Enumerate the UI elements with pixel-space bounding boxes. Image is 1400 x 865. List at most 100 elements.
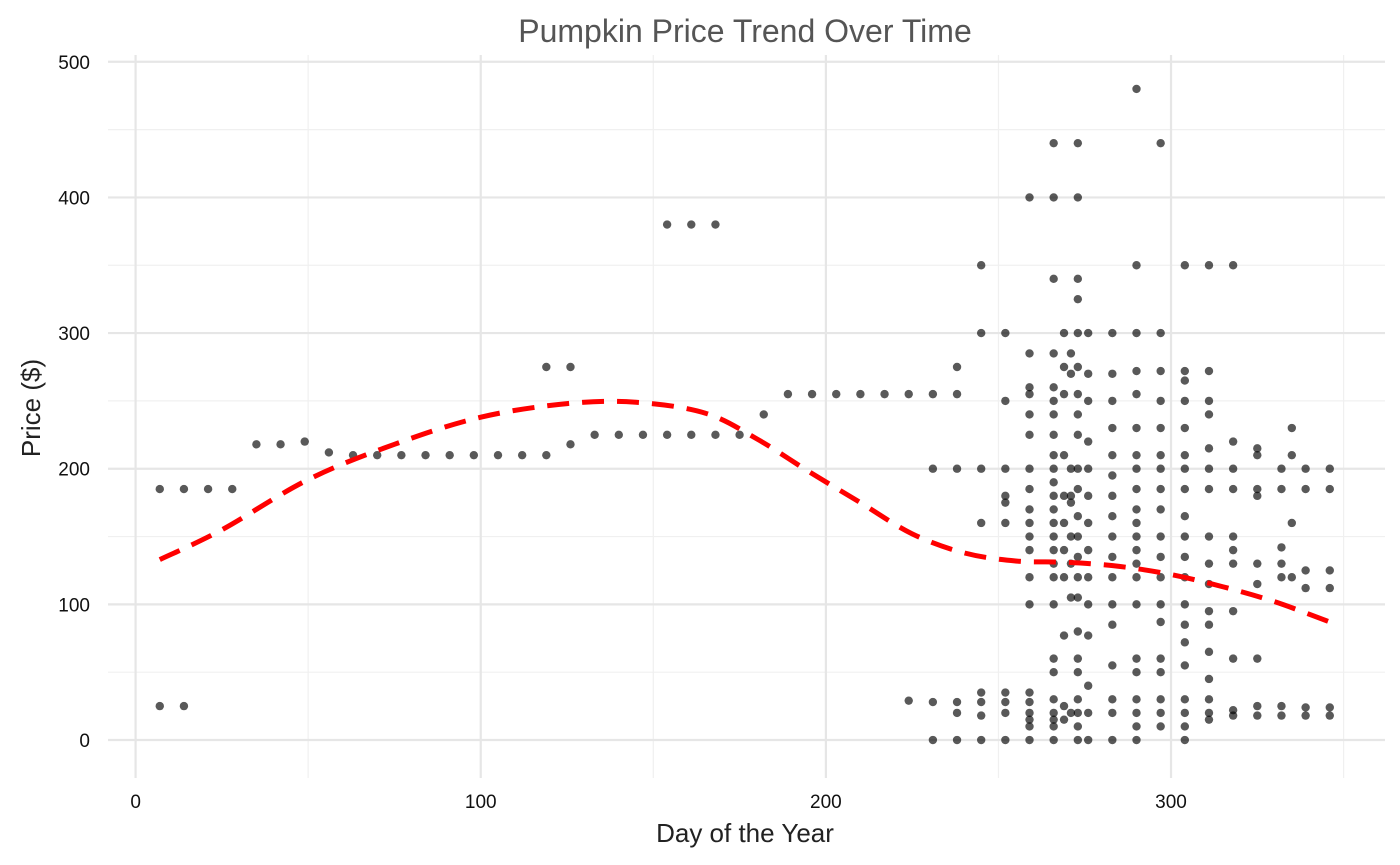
data-point (687, 430, 696, 440)
data-point (1083, 600, 1093, 609)
data-point (1108, 512, 1117, 521)
data-point (1073, 627, 1083, 636)
data-point (1204, 532, 1214, 541)
data-point (1180, 376, 1190, 385)
data-point (1253, 654, 1262, 663)
data-point (179, 701, 189, 711)
data-point (1073, 464, 1083, 473)
data-point (1204, 484, 1214, 494)
data-point (203, 484, 213, 494)
data-point (1049, 430, 1058, 440)
data-point (1156, 552, 1165, 562)
data-point (1025, 722, 1034, 731)
data-point (1025, 532, 1034, 541)
data-point (1001, 396, 1010, 406)
data-point (1066, 593, 1076, 602)
data-point (1132, 708, 1141, 718)
data-point (397, 450, 406, 460)
data-point (1204, 695, 1214, 704)
data-point (1083, 328, 1093, 338)
data-point (1049, 722, 1058, 731)
data-point (566, 440, 575, 449)
data-point (566, 362, 575, 372)
data-point (1180, 620, 1190, 629)
trend-line-group (158, 398, 1331, 625)
data-point (373, 450, 382, 460)
data-point (542, 362, 551, 372)
data-point (1180, 423, 1190, 433)
data-point (976, 735, 986, 745)
data-point (1156, 328, 1165, 338)
data-point (1253, 491, 1262, 501)
data-point (1156, 654, 1165, 663)
data-point (1277, 559, 1286, 568)
data-point (1049, 518, 1058, 528)
data-point (1253, 711, 1262, 720)
data-point (1180, 396, 1190, 406)
data-point (1049, 383, 1058, 392)
data-point (1180, 735, 1190, 745)
data-point (1049, 491, 1058, 501)
data-point (976, 688, 986, 697)
data-point (324, 448, 334, 457)
data-point (1228, 437, 1238, 446)
x-axis-title: Day of the Year (656, 818, 834, 848)
data-point (1025, 484, 1034, 494)
data-point (1156, 484, 1165, 494)
y-tick-label: 100 (58, 595, 90, 616)
data-point (1156, 695, 1165, 704)
data-point (1253, 559, 1262, 568)
data-point (1180, 532, 1190, 541)
data-point (1287, 518, 1297, 528)
data-point (976, 261, 986, 270)
data-point (1073, 573, 1083, 582)
data-point (1073, 274, 1083, 284)
data-point (1108, 600, 1117, 609)
data-point (1301, 566, 1310, 575)
data-point (952, 389, 962, 399)
data-point (1287, 423, 1297, 433)
data-point (1073, 193, 1083, 202)
data-point (1228, 261, 1238, 270)
data-point (1228, 606, 1238, 616)
data-point (1253, 484, 1262, 494)
data-point (1277, 484, 1286, 494)
data-point (1059, 389, 1069, 399)
data-point (1180, 600, 1190, 609)
data-point (1325, 711, 1334, 720)
data-point (1228, 464, 1238, 473)
data-point (1132, 667, 1141, 677)
data-point (928, 735, 938, 745)
data-point (1073, 430, 1083, 440)
data-point (1132, 735, 1141, 745)
data-point (1049, 667, 1058, 677)
data-point (1301, 464, 1310, 473)
data-point (1108, 369, 1117, 378)
data-point (1025, 545, 1034, 555)
data-point (1132, 573, 1141, 582)
y-axis-title: Price ($) (16, 359, 46, 457)
data-point (1025, 410, 1034, 419)
data-point (1325, 484, 1334, 494)
data-point (1108, 552, 1117, 562)
y-tick-label: 300 (58, 324, 90, 345)
data-point (1049, 708, 1058, 718)
tick-labels: 0 100 200 300 0 100 200 300 400 500 (58, 53, 1187, 813)
data-point (1066, 708, 1076, 718)
data-point (1108, 708, 1117, 718)
data-point (1180, 661, 1190, 670)
data-point (1049, 600, 1058, 609)
data-point (1301, 703, 1310, 712)
data-point (1204, 396, 1214, 406)
data-point (1180, 484, 1190, 494)
data-point (1083, 491, 1093, 501)
data-point (976, 711, 986, 720)
data-point (1073, 328, 1083, 338)
data-point (1277, 543, 1286, 552)
data-point (1059, 328, 1069, 338)
data-point (300, 437, 309, 446)
data-point (517, 450, 527, 460)
data-point (1066, 532, 1076, 541)
data-point (1066, 498, 1076, 507)
data-point (1083, 735, 1093, 745)
